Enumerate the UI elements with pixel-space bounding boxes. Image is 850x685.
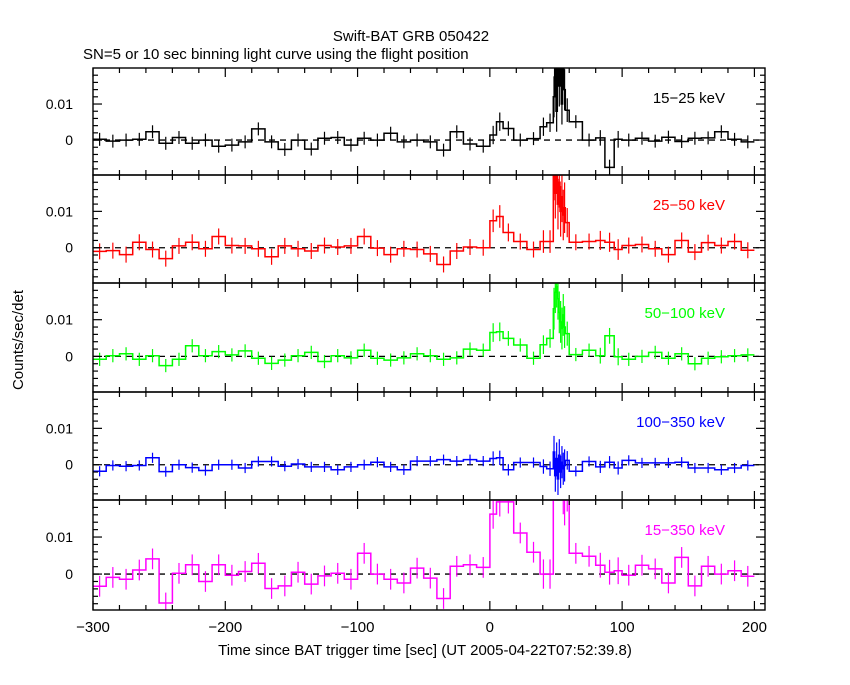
panel: 0 0.01 15−25 keV <box>46 67 766 176</box>
panel-frame <box>92 67 766 176</box>
series-4 <box>93 500 755 610</box>
band-label: 15−350 keV <box>645 522 726 539</box>
x-tick-label: −200 <box>208 619 242 636</box>
series-1 <box>93 175 755 273</box>
panel-frame <box>92 282 766 393</box>
panel-frame <box>92 499 766 611</box>
series-0 <box>93 68 755 175</box>
x-tick-label: 0 <box>486 619 494 636</box>
band-label: 25−50 keV <box>653 197 725 214</box>
series-3 <box>93 435 755 496</box>
y-tick-label: 0 <box>65 240 73 256</box>
y-tick-label: 0.01 <box>46 420 73 436</box>
x-tick-label: 100 <box>610 619 635 636</box>
y-tick-label: 0.01 <box>46 96 73 112</box>
y-tick-label: 0 <box>65 457 73 473</box>
x-tick-label: −300 <box>76 619 110 636</box>
x-tick-label: −100 <box>341 619 375 636</box>
step-line <box>93 175 755 266</box>
step-line <box>93 285 755 367</box>
y-tick-label: 0 <box>65 566 73 582</box>
y-tick-label: 0 <box>65 132 73 148</box>
series-2 <box>93 283 755 373</box>
panel: 0 0.01 25−50 keV <box>46 174 766 284</box>
step-line <box>93 451 755 480</box>
y-tick-label: 0 <box>65 348 73 364</box>
panel: 0 0.01 50−100 keV <box>46 282 766 393</box>
chart-title: Swift-BAT GRB 050422 <box>333 28 489 45</box>
step-line <box>93 68 755 169</box>
y-tick-label: 0.01 <box>46 312 73 328</box>
panel: 0 0.01 15−350 keV <box>46 499 766 611</box>
y-tick-label: 0.01 <box>46 203 73 219</box>
band-label: 15−25 keV <box>653 90 725 107</box>
panel-frame <box>92 174 766 284</box>
panel: 0 0.01 100−350 keV <box>46 391 766 501</box>
y-axis-label: Counts/sec/det <box>10 289 27 390</box>
x-tick-label: 200 <box>742 619 767 636</box>
band-label: 100−350 keV <box>636 414 725 431</box>
chart-subtitle: SN=5 or 10 sec binning light curve using… <box>83 46 469 63</box>
panel-frame <box>92 391 766 501</box>
x-axis-label: Time since BAT trigger time [sec] (UT 20… <box>218 642 632 659</box>
y-tick-label: 0.01 <box>46 529 73 545</box>
band-label: 50−100 keV <box>645 305 726 322</box>
step-line <box>93 500 755 604</box>
